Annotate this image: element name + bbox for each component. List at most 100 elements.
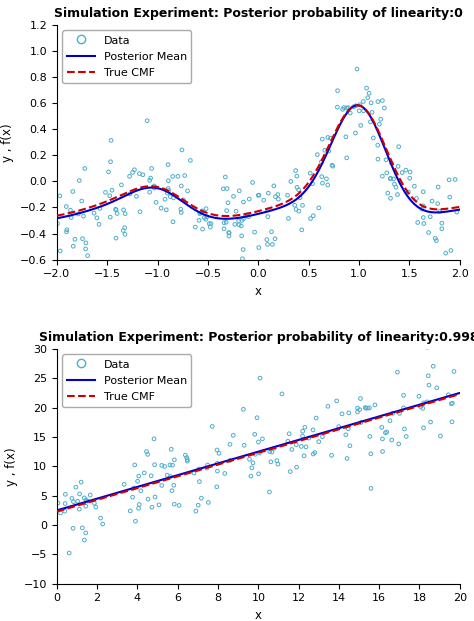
Point <box>395 142 402 152</box>
Point <box>167 444 175 454</box>
Point <box>158 460 165 470</box>
Point <box>274 189 282 199</box>
Y-axis label: y , f(x): y , f(x) <box>5 447 18 486</box>
Point <box>224 197 232 207</box>
Point <box>239 245 247 255</box>
Point <box>272 192 279 202</box>
Point <box>352 101 360 111</box>
Point <box>328 160 336 170</box>
Point <box>368 107 376 117</box>
Point <box>187 155 194 165</box>
Point <box>246 455 253 465</box>
Point <box>177 204 185 214</box>
Point <box>226 440 234 450</box>
Point <box>311 448 319 458</box>
Point <box>79 233 86 243</box>
Point <box>324 401 332 411</box>
Point <box>335 422 343 432</box>
Point <box>313 150 321 160</box>
Point <box>175 501 183 510</box>
Point <box>285 428 293 438</box>
Point <box>395 439 402 449</box>
Point <box>447 399 455 409</box>
X-axis label: x: x <box>255 609 262 621</box>
Point <box>415 391 423 401</box>
Point <box>323 174 330 184</box>
Point <box>106 191 113 201</box>
Point <box>419 201 427 211</box>
Point <box>319 178 326 188</box>
Point <box>343 453 351 463</box>
Point <box>447 245 455 255</box>
Point <box>246 194 253 204</box>
Point <box>427 212 434 222</box>
Point <box>182 450 189 460</box>
Point <box>274 459 282 469</box>
Point <box>423 397 431 407</box>
Point <box>438 218 446 228</box>
Point <box>350 102 358 112</box>
Point <box>301 451 308 461</box>
Point <box>72 482 80 492</box>
Point <box>301 422 309 432</box>
Point <box>433 383 440 392</box>
Point <box>215 448 223 458</box>
Point <box>327 133 334 143</box>
Y-axis label: y , f(x): y , f(x) <box>1 123 15 161</box>
Point <box>157 203 165 213</box>
Point <box>201 212 208 222</box>
Point <box>129 168 137 178</box>
Point <box>342 132 350 142</box>
Point <box>99 519 107 529</box>
Point <box>255 190 263 200</box>
Point <box>151 492 159 502</box>
Point <box>82 528 90 538</box>
Point <box>151 183 158 193</box>
Point <box>107 135 115 145</box>
Point <box>367 98 375 108</box>
Point <box>370 133 377 143</box>
Point <box>181 171 188 181</box>
Point <box>364 403 371 413</box>
Point <box>139 170 146 179</box>
Point <box>231 219 238 229</box>
Point <box>102 188 109 197</box>
Point <box>229 430 237 440</box>
Point <box>112 205 120 215</box>
Point <box>221 468 228 478</box>
Point <box>230 191 237 201</box>
Point <box>178 181 185 191</box>
Point <box>345 408 353 418</box>
Point <box>383 168 391 178</box>
Point <box>121 223 128 233</box>
Point <box>264 188 272 198</box>
Point <box>213 482 220 492</box>
Point <box>353 64 361 74</box>
Point <box>292 166 300 176</box>
Point <box>70 497 77 507</box>
Point <box>74 209 82 219</box>
Point <box>271 233 279 243</box>
Point <box>81 535 88 545</box>
Point <box>77 477 85 487</box>
Point <box>249 458 257 468</box>
Point <box>260 195 267 205</box>
Point <box>438 224 446 233</box>
Point <box>121 209 129 219</box>
Point <box>432 261 440 271</box>
Point <box>170 480 178 490</box>
Title: Simulation Experiment: Posterior probability of linearity:0.998: Simulation Experiment: Posterior probabi… <box>38 330 474 343</box>
Point <box>406 173 413 183</box>
Point <box>307 168 314 178</box>
Point <box>69 524 77 533</box>
Point <box>81 493 88 503</box>
Point <box>207 222 214 232</box>
Point <box>61 499 69 509</box>
Point <box>165 186 173 196</box>
Point <box>161 461 168 471</box>
Point <box>400 391 407 401</box>
Point <box>386 416 394 426</box>
Point <box>57 508 64 518</box>
Point <box>420 398 428 408</box>
Point <box>67 212 75 222</box>
